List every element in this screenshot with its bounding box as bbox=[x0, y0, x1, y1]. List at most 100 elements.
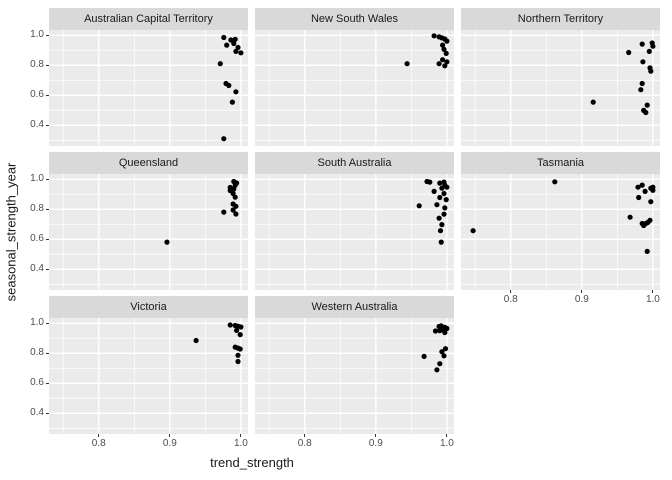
data-point bbox=[441, 211, 447, 217]
data-point bbox=[437, 194, 443, 201]
data-point bbox=[438, 239, 444, 245]
data-point bbox=[643, 109, 649, 116]
x-tick-label: 1.0 bbox=[439, 438, 454, 449]
x-tick-label: 0.8 bbox=[503, 294, 518, 305]
data-point bbox=[233, 89, 239, 95]
y-tick-label: 0.4 bbox=[30, 407, 44, 419]
facet-title: South Australia bbox=[317, 157, 392, 169]
x-tick-label: 0.9 bbox=[368, 438, 383, 449]
facet-title: Australian Capital Territory bbox=[84, 13, 213, 25]
data-point bbox=[639, 182, 645, 188]
x-tick-mark bbox=[304, 433, 306, 437]
x-tick-label: 0.9 bbox=[574, 294, 589, 305]
y-tick-label: 0.8 bbox=[30, 347, 44, 359]
data-point bbox=[443, 197, 449, 203]
data-point bbox=[439, 222, 445, 228]
data-point bbox=[217, 61, 223, 67]
facet-plot-area bbox=[461, 174, 660, 290]
y-tick-mark bbox=[46, 412, 49, 414]
data-point bbox=[233, 203, 239, 209]
x-tick-mark bbox=[169, 433, 171, 437]
data-point bbox=[232, 36, 238, 42]
facet-title: New South Wales bbox=[310, 13, 399, 25]
x-axis-title: trend_strength bbox=[210, 455, 294, 470]
data-point bbox=[644, 102, 650, 108]
y-tick-mark bbox=[46, 124, 49, 126]
y-tick-label: 1.0 bbox=[30, 29, 44, 41]
y-tick-label: 0.4 bbox=[30, 263, 44, 275]
facet-strip: New South Wales bbox=[255, 8, 454, 30]
data-point bbox=[230, 207, 236, 213]
data-point bbox=[442, 329, 448, 336]
facet-panel bbox=[49, 30, 248, 146]
data-point bbox=[648, 199, 654, 205]
facet-strip: Australian Capital Territory bbox=[49, 8, 248, 30]
x-tick-mark bbox=[581, 289, 583, 293]
data-point bbox=[434, 202, 440, 208]
x-tick-label: 0.9 bbox=[162, 438, 177, 449]
data-point bbox=[437, 228, 444, 234]
data-point bbox=[226, 82, 232, 89]
data-point bbox=[432, 328, 439, 334]
x-tick-mark bbox=[98, 433, 100, 437]
data-point bbox=[642, 188, 648, 194]
data-point bbox=[440, 42, 446, 48]
data-point bbox=[227, 322, 233, 328]
data-point bbox=[221, 136, 227, 142]
data-point bbox=[442, 63, 448, 69]
data-point bbox=[638, 87, 644, 93]
data-point bbox=[647, 217, 653, 223]
data-point bbox=[439, 185, 445, 191]
data-point bbox=[444, 184, 450, 190]
y-tick-mark bbox=[46, 322, 49, 324]
facet-plot-area bbox=[49, 318, 248, 434]
facet-panel bbox=[255, 174, 454, 290]
data-point bbox=[441, 353, 447, 359]
data-point bbox=[237, 346, 243, 352]
data-point bbox=[427, 179, 433, 185]
data-point bbox=[193, 337, 199, 344]
facet-panel bbox=[49, 318, 248, 434]
y-tick-mark bbox=[46, 382, 49, 384]
y-tick-mark bbox=[46, 352, 49, 354]
y-tick-label: 0.6 bbox=[30, 377, 44, 389]
data-point bbox=[234, 327, 240, 333]
data-point bbox=[437, 180, 443, 186]
data-point bbox=[470, 228, 476, 234]
data-point bbox=[639, 41, 645, 47]
data-point bbox=[552, 179, 558, 185]
data-point bbox=[640, 59, 646, 65]
facet-strip: Queensland bbox=[49, 152, 248, 174]
data-point bbox=[221, 209, 227, 215]
data-point bbox=[650, 184, 656, 190]
data-point bbox=[441, 190, 447, 197]
y-tick-mark bbox=[46, 94, 49, 96]
facet-title: Tasmania bbox=[536, 157, 585, 169]
data-point bbox=[646, 48, 652, 54]
data-point bbox=[648, 68, 654, 74]
data-point bbox=[404, 61, 410, 67]
facet-panel bbox=[255, 30, 454, 146]
y-tick-label: 0.6 bbox=[30, 233, 44, 245]
data-point bbox=[235, 358, 241, 365]
y-tick-label: 1.0 bbox=[30, 317, 44, 329]
y-tick-mark bbox=[46, 268, 49, 270]
facet-plot-area bbox=[255, 318, 454, 434]
data-point bbox=[235, 44, 241, 51]
x-tick-mark bbox=[240, 433, 242, 437]
facet-panel bbox=[255, 318, 454, 434]
facet-strip: Western Australia bbox=[255, 296, 454, 318]
data-point bbox=[231, 40, 237, 47]
y-tick-mark bbox=[46, 208, 49, 210]
data-point bbox=[416, 203, 422, 209]
y-tick-mark bbox=[46, 34, 49, 36]
facet-plot-area bbox=[49, 30, 248, 146]
x-tick-mark bbox=[375, 433, 377, 437]
y-tick-label: 0.4 bbox=[30, 119, 44, 131]
data-point bbox=[444, 38, 450, 44]
y-tick-mark bbox=[46, 178, 49, 180]
data-point bbox=[437, 361, 443, 367]
data-point bbox=[443, 50, 449, 56]
facet-plot-area bbox=[255, 174, 454, 290]
